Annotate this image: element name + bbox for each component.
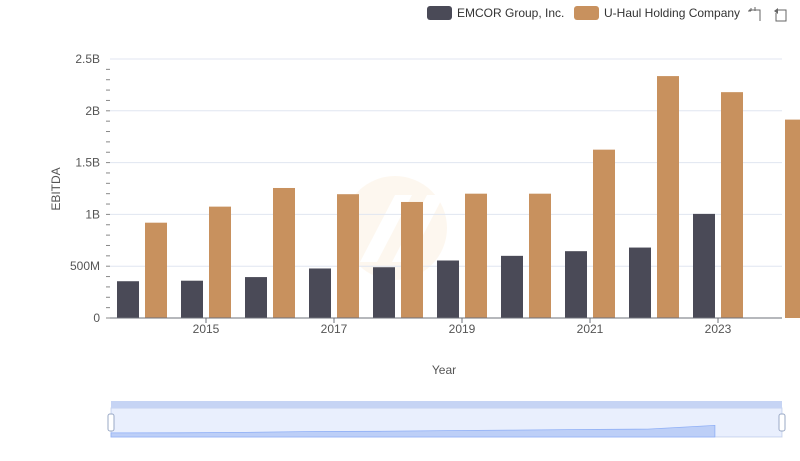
zoom-top-handle-bar[interactable] xyxy=(111,401,782,408)
bar-emcor-2017[interactable] xyxy=(309,268,331,318)
y-tick-label: 0 xyxy=(93,311,100,325)
y-tick-label: 2B xyxy=(85,104,100,118)
bar-uhaul-2019[interactable] xyxy=(465,193,487,318)
bar-uhaul-2021[interactable] xyxy=(593,149,615,318)
legend-swatch-emcor xyxy=(427,6,452,20)
bar-emcor-2015[interactable] xyxy=(181,280,203,318)
bar-emcor-2018[interactable] xyxy=(373,267,395,318)
bar-uhaul-2022[interactable] xyxy=(657,76,679,319)
y-tick-label: 1B xyxy=(85,207,100,221)
bar-emcor-2016[interactable] xyxy=(245,277,267,318)
bar-uhaul-2014[interactable] xyxy=(145,222,167,318)
bar-uhaul-2023[interactable] xyxy=(721,92,743,318)
bar-emcor-2021[interactable] xyxy=(565,251,587,318)
zoom-handle-left[interactable] xyxy=(107,413,115,432)
legend-label-emcor: EMCOR Group, Inc. xyxy=(457,6,565,20)
bar-emcor-2014[interactable] xyxy=(117,281,139,318)
x-axis-label: Year xyxy=(432,363,456,377)
legend-label-uhaul: U-Haul Holding Company xyxy=(604,6,741,20)
x-tick-label: 2017 xyxy=(321,322,348,336)
y-tick-label: 500M xyxy=(70,259,100,273)
bar-emcor-2019[interactable] xyxy=(437,260,459,318)
x-axis: 2015 2017 2019 2021 2023 xyxy=(110,317,782,336)
bar-uhaul-2024[interactable] xyxy=(785,119,800,318)
zoom-icon[interactable] xyxy=(747,7,763,23)
x-tick-label: 2019 xyxy=(449,322,476,336)
zoom-preview-area xyxy=(110,424,716,438)
legend-item-uhaul[interactable]: U-Haul Holding Company xyxy=(574,5,740,21)
legend-item-emcor[interactable]: EMCOR Group, Inc. xyxy=(427,5,564,21)
y-tick-label: 2.5B xyxy=(75,52,100,66)
data-zoom-slider[interactable] xyxy=(107,401,786,438)
bar-uhaul-2015[interactable] xyxy=(209,206,231,318)
bar-emcor-2023[interactable] xyxy=(693,213,715,318)
x-tick-label: 2021 xyxy=(577,322,604,336)
x-tick-label: 2023 xyxy=(705,322,732,336)
bar-emcor-2022[interactable] xyxy=(629,247,651,318)
y-axis: 0 500M 1B 1.5B 2B 2.5B xyxy=(70,52,110,325)
bar-uhaul-2020[interactable] xyxy=(529,193,551,318)
x-tick-label: 2015 xyxy=(193,322,220,336)
zoom-handle-right[interactable] xyxy=(778,413,786,432)
restore-icon[interactable] xyxy=(773,7,789,23)
legend-swatch-uhaul xyxy=(574,6,599,20)
bar-uhaul-2016[interactable] xyxy=(273,187,295,318)
y-tick-label: 1.5B xyxy=(75,156,100,170)
y-axis-label: EBITDA xyxy=(49,167,63,210)
bar-uhaul-2018[interactable] xyxy=(401,201,423,318)
bar-emcor-2020[interactable] xyxy=(501,255,523,318)
bars[interactable] xyxy=(117,76,800,319)
bar-uhaul-2017[interactable] xyxy=(337,194,359,318)
